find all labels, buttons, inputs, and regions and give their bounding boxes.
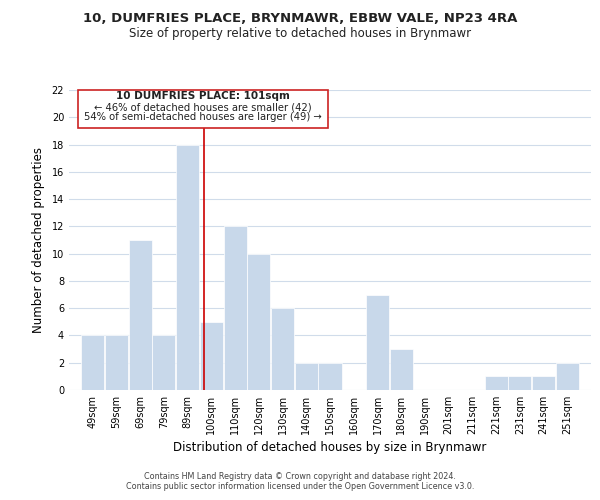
Bar: [319, 362, 341, 390]
Bar: [389, 349, 413, 390]
Bar: [556, 362, 579, 390]
Text: Contains HM Land Registry data © Crown copyright and database right 2024.: Contains HM Land Registry data © Crown c…: [144, 472, 456, 481]
Bar: [152, 336, 175, 390]
X-axis label: Distribution of detached houses by size in Brynmawr: Distribution of detached houses by size …: [173, 441, 487, 454]
Bar: [79, 90, 328, 128]
Text: ← 46% of detached houses are smaller (42): ← 46% of detached houses are smaller (42…: [94, 102, 312, 112]
Text: 54% of semi-detached houses are larger (49) →: 54% of semi-detached houses are larger (…: [84, 112, 322, 122]
Bar: [224, 226, 247, 390]
Text: 10, DUMFRIES PLACE, BRYNMAWR, EBBW VALE, NP23 4RA: 10, DUMFRIES PLACE, BRYNMAWR, EBBW VALE,…: [83, 12, 517, 26]
Bar: [81, 336, 104, 390]
Bar: [176, 144, 199, 390]
Text: Size of property relative to detached houses in Brynmawr: Size of property relative to detached ho…: [129, 28, 471, 40]
Text: Contains public sector information licensed under the Open Government Licence v3: Contains public sector information licen…: [126, 482, 474, 491]
Bar: [247, 254, 271, 390]
Y-axis label: Number of detached properties: Number of detached properties: [32, 147, 44, 333]
Bar: [508, 376, 532, 390]
Bar: [128, 240, 152, 390]
Bar: [532, 376, 555, 390]
Bar: [271, 308, 294, 390]
Text: 10 DUMFRIES PLACE: 101sqm: 10 DUMFRIES PLACE: 101sqm: [116, 91, 290, 101]
Bar: [485, 376, 508, 390]
Bar: [200, 322, 223, 390]
Bar: [366, 294, 389, 390]
Bar: [105, 336, 128, 390]
Bar: [295, 362, 318, 390]
